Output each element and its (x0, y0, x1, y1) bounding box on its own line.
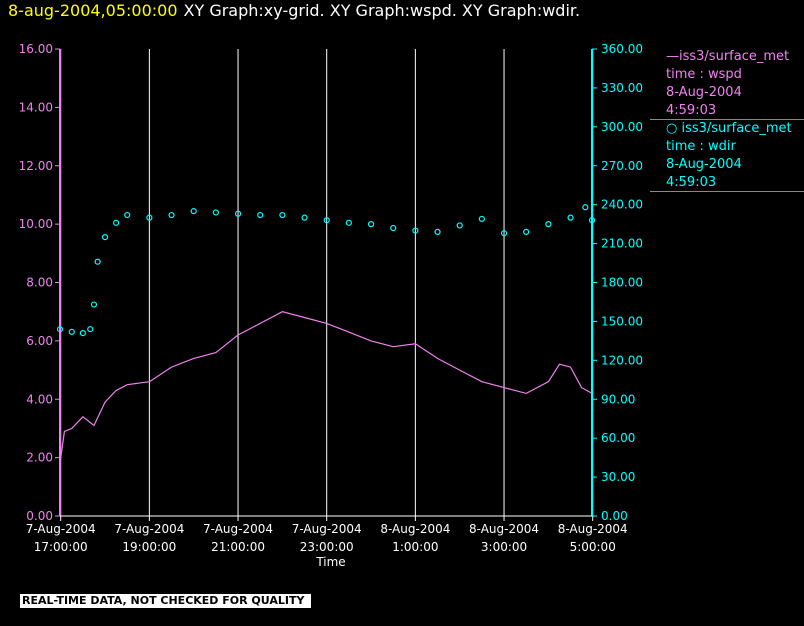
wdir-point (279, 211, 286, 219)
wdir-point (500, 230, 508, 237)
wspd-line (59, 311, 593, 464)
right-tick-label: 0.00 (601, 509, 628, 523)
wdir-point (567, 214, 574, 221)
x-tick-date: 8-Aug-2004 (558, 522, 628, 536)
wdir-point (90, 301, 98, 308)
legend-wspd-date: 8-Aug-2004 (666, 85, 742, 100)
wdir-point (545, 221, 552, 228)
left-tick-label: 14.00 (19, 100, 53, 114)
x-tick-date: 8-Aug-2004 (469, 522, 539, 536)
x-tick-date: 8-Aug-2004 (380, 522, 450, 536)
legend-wspd: —iss3/surface_met time : wspd 8-Aug-2004… (666, 48, 804, 120)
wdir-point (68, 328, 75, 335)
wdir-point (523, 228, 530, 236)
legend-divider (650, 119, 804, 120)
legend-wdir-time: 4:59:03 (666, 175, 717, 190)
wdir-point (168, 211, 175, 219)
quality-disclaimer: REAL-TIME DATA, NOT CHECKED FOR QUALITY (20, 594, 311, 608)
left-tick-label: 8.00 (26, 276, 53, 290)
grid-lines (60, 49, 594, 516)
right-tick-label: 120.00 (601, 353, 643, 367)
legend-wdir-date: 8-Aug-2004 (666, 157, 742, 172)
x-tick-date: 7-Aug-2004 (114, 522, 184, 536)
wdir-point (257, 211, 264, 219)
x-axis: 7-Aug-2004 17:00:00 7-Aug-2004 19:00:00 7-Au… (26, 515, 628, 554)
wdir-point (323, 217, 330, 224)
wdir-point (79, 329, 86, 337)
x-tick-time: 3:00:00 (481, 540, 527, 554)
wdir-point (101, 233, 109, 241)
wdir-point (434, 228, 441, 236)
legend-wdir: ○ iss3/surface_met time : wdir 8-Aug-200… (666, 120, 804, 192)
wdir-point (345, 219, 352, 226)
wdir-point (412, 227, 419, 234)
legend-wdir-variable: time : wdir (666, 139, 736, 154)
wdir-point (390, 224, 397, 232)
wdir-point (124, 211, 131, 219)
wdir-point (190, 208, 197, 215)
right-tick-label: 300.00 (601, 120, 643, 134)
wspd-series (59, 311, 593, 464)
right-tick-label: 90.00 (601, 392, 635, 406)
wdir-point (87, 326, 94, 333)
wdir-point (113, 219, 120, 226)
x-tick-date: 7-Aug-2004 (292, 522, 362, 536)
right-tick-label: 180.00 (601, 276, 643, 290)
right-tick-label: 30.00 (601, 470, 635, 484)
timestamp-label: 8-aug-2004,05:00:00 (8, 1, 178, 20)
legend-divider (650, 191, 804, 192)
wdir-point (456, 222, 463, 229)
wdir-point (94, 258, 101, 265)
x-tick-time: 5:00:00 (570, 540, 616, 554)
right-tick-label: 210.00 (601, 237, 643, 251)
wdir-series (56, 204, 596, 337)
graph-titles: XY Graph:xy-grid. XY Graph:wspd. XY Grap… (183, 1, 581, 20)
right-tick-label: 270.00 (601, 159, 643, 173)
right-tick-label: 360.00 (601, 42, 643, 56)
x-tick-time: 23:00:00 (300, 540, 354, 554)
legend-wspd-source: —iss3/surface_met (666, 49, 790, 64)
wdir-point (56, 326, 64, 333)
legend-wspd-time: 4:59:03 (666, 103, 717, 118)
wdir-point (478, 215, 485, 223)
legend-wdir-source: ○ iss3/surface_met (666, 121, 792, 136)
graph-header: 8-aug-2004,05:00:00 XY Graph:xy-grid. XY … (8, 1, 580, 20)
wdir-point (146, 214, 153, 221)
right-tick-label: 240.00 (601, 198, 643, 212)
left-tick-label: 4.00 (26, 392, 53, 406)
left-tick-label: 2.00 (26, 451, 53, 465)
left-y-axis: 0.00 2.00 4.00 6.00 8.00 10.00 12.00 14.00 16.00 (19, 42, 61, 523)
x-tick-time: 19:00:00 (122, 540, 176, 554)
x-tick-time: 17:00:00 (34, 540, 88, 554)
legend-wspd-variable: time : wspd (666, 67, 742, 82)
left-tick-label: 0.00 (26, 509, 53, 523)
x-tick-time: 1:00:00 (392, 540, 438, 554)
left-tick-label: 6.00 (26, 334, 53, 348)
right-tick-label: 150.00 (601, 314, 643, 328)
left-tick-label: 12.00 (19, 159, 53, 173)
x-tick-date: 7-Aug-2004 (203, 522, 273, 536)
wdir-point (234, 210, 242, 217)
x-axis-label: Time (315, 555, 345, 569)
left-tick-label: 10.00 (19, 217, 53, 231)
right-tick-label: 330.00 (601, 81, 643, 95)
right-tick-label: 60.00 (601, 431, 635, 445)
wdir-point (582, 204, 589, 211)
wdir-point (212, 209, 219, 216)
wdir-point (367, 221, 375, 228)
wdir-point (301, 214, 308, 221)
wdir-point (588, 217, 596, 224)
left-tick-label: 16.00 (19, 42, 53, 56)
x-tick-time: 21:00:00 (211, 540, 265, 554)
x-tick-date: 7-Aug-2004 (26, 522, 96, 536)
right-y-axis: 0.00 30.00 60.00 90.00 120.00 150.00 180.00 210… (591, 42, 643, 523)
